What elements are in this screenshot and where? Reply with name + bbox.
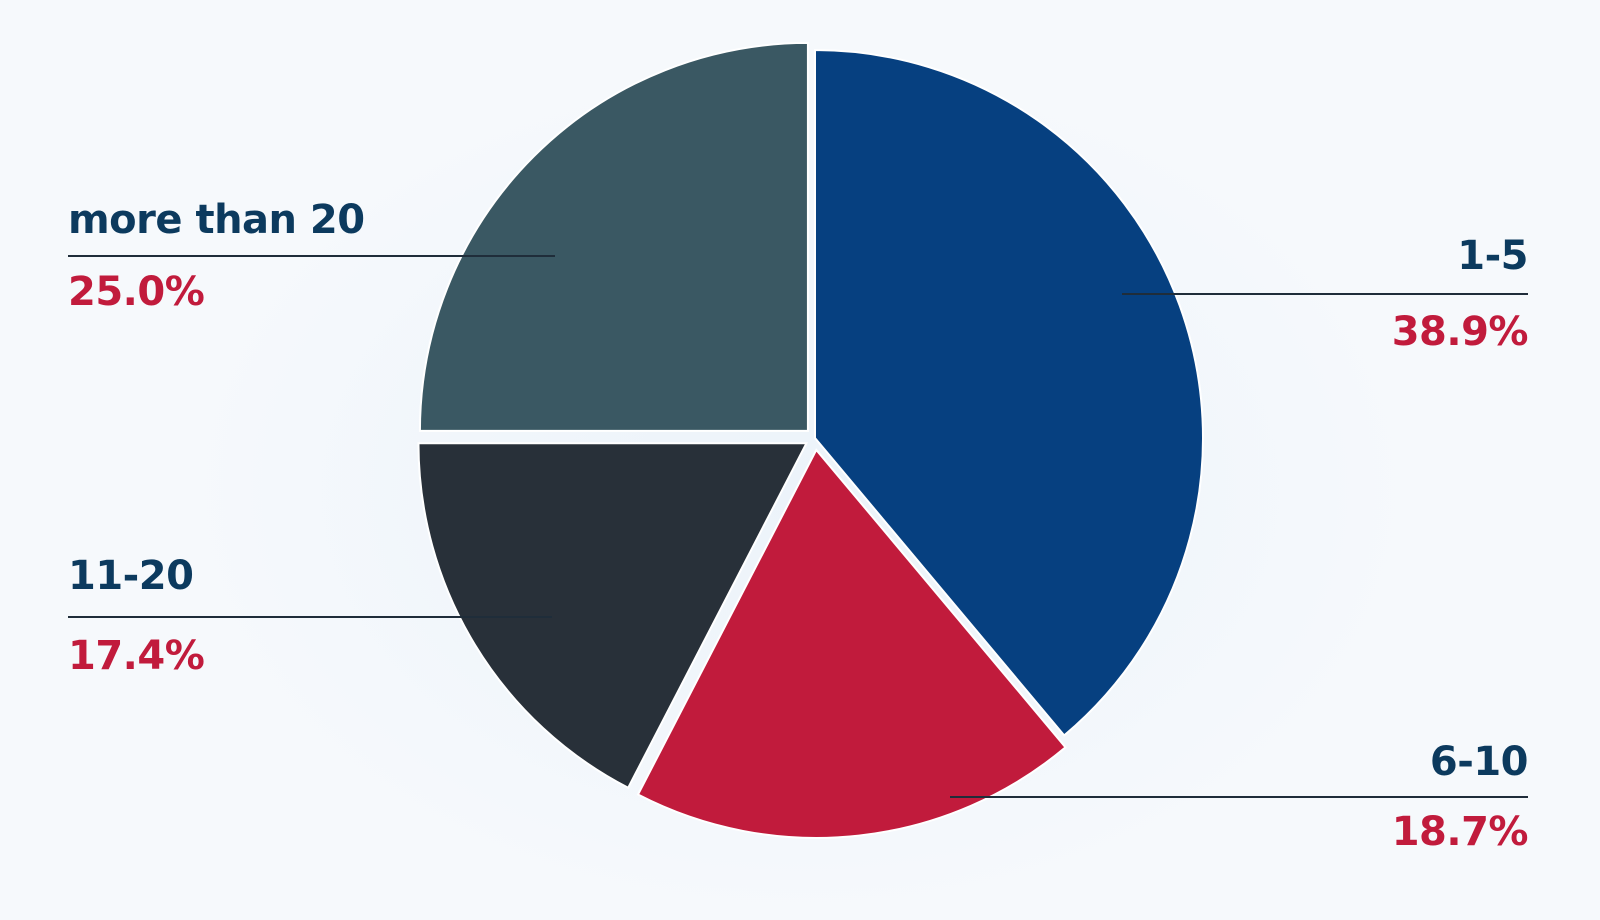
- pie-slice-11-20: [417, 442, 809, 790]
- slice-value-6-10: 18.7%: [1391, 809, 1529, 855]
- pie-slice-1-5: [814, 48, 1204, 737]
- slice-label-6-10: 6-10: [1429, 739, 1529, 785]
- slice-value-1-5: 38.9%: [1391, 309, 1529, 355]
- slice-label-11-20: 11-20: [68, 553, 194, 599]
- pie-slice-more-than-20: [418, 41, 809, 432]
- slice-label-more-than-20: more than 20: [68, 197, 365, 243]
- pie-slice-6-10: [636, 448, 1067, 839]
- slice-value-11-20: 17.4%: [68, 633, 205, 679]
- chart-stage: 1-5 38.9% 6-10 18.7% 11-20 17.4% more th…: [68, 41, 1529, 920]
- slice-value-more-than-20: 25.0%: [68, 269, 205, 315]
- slice-label-1-5: 1-5: [1457, 233, 1528, 279]
- pie-chart: [68, 41, 1528, 839]
